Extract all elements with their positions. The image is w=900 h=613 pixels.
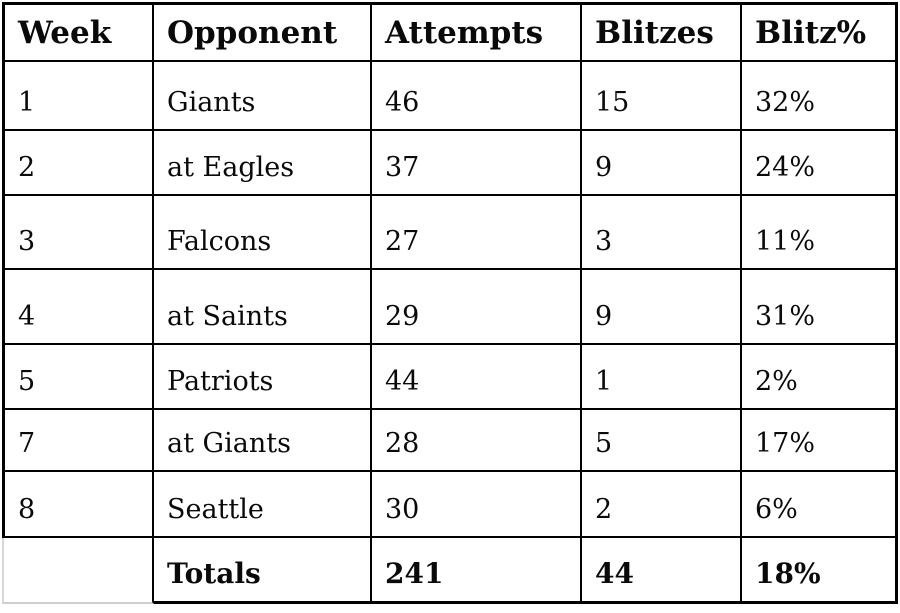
table-row: 7 at Giants 28 5 17% (2, 410, 898, 472)
cell-blitzes: 1 (582, 345, 742, 410)
cell-week: 1 (2, 62, 154, 131)
header-cell-attempts: Attempts (372, 2, 582, 62)
totals-row: Totals 241 44 18% (2, 538, 898, 604)
cell-blitzpct: 11% (742, 196, 898, 270)
table-row: 5 Patriots 44 1 2% (2, 345, 898, 410)
cell-totals-blitzes: 44 (582, 538, 742, 604)
table-row: 2 at Eagles 37 9 24% (2, 131, 898, 196)
cell-attempts: 30 (372, 472, 582, 538)
cell-week: 7 (2, 410, 154, 472)
cell-totals-blitzpct: 18% (742, 538, 898, 604)
cell-totals-attempts: 241 (372, 538, 582, 604)
cell-blitzpct: 31% (742, 270, 898, 345)
cell-blitzpct: 32% (742, 62, 898, 131)
cell-blitzes: 9 (582, 270, 742, 345)
header-cell-opponent: Opponent (154, 2, 372, 62)
cell-week: 3 (2, 196, 154, 270)
cell-attempts: 28 (372, 410, 582, 472)
cell-opponent: Patriots (154, 345, 372, 410)
cell-opponent: Seattle (154, 472, 372, 538)
cell-opponent: Falcons (154, 196, 372, 270)
cell-week: 8 (2, 472, 154, 538)
header-cell-week: Week (2, 2, 154, 62)
cell-blitzpct: 24% (742, 131, 898, 196)
cell-blitzpct: 2% (742, 345, 898, 410)
cell-opponent: at Saints (154, 270, 372, 345)
cell-week-empty (2, 538, 154, 604)
cell-blitzes: 15 (582, 62, 742, 131)
cell-totals-label: Totals (154, 538, 372, 604)
cell-attempts: 27 (372, 196, 582, 270)
cell-week: 5 (2, 345, 154, 410)
blitz-stats-table: Week Opponent Attempts Blitzes Blitz% 1 … (2, 2, 898, 604)
cell-blitzes: 5 (582, 410, 742, 472)
table-row: 8 Seattle 30 2 6% (2, 472, 898, 538)
header-cell-blitzpct: Blitz% (742, 2, 898, 62)
cell-attempts: 29 (372, 270, 582, 345)
cell-opponent: at Eagles (154, 131, 372, 196)
cell-attempts: 37 (372, 131, 582, 196)
cell-attempts: 44 (372, 345, 582, 410)
cell-attempts: 46 (372, 62, 582, 131)
cell-blitzes: 2 (582, 472, 742, 538)
table-header-row: Week Opponent Attempts Blitzes Blitz% (2, 2, 898, 62)
cell-opponent: at Giants (154, 410, 372, 472)
cell-week: 4 (2, 270, 154, 345)
cell-blitzes: 9 (582, 131, 742, 196)
cell-blitzes: 3 (582, 196, 742, 270)
table-row: 4 at Saints 29 9 31% (2, 270, 898, 345)
table-row: 1 Giants 46 15 32% (2, 62, 898, 131)
cell-opponent: Giants (154, 62, 372, 131)
header-cell-blitzes: Blitzes (582, 2, 742, 62)
cell-blitzpct: 17% (742, 410, 898, 472)
cell-week: 2 (2, 131, 154, 196)
cell-blitzpct: 6% (742, 472, 898, 538)
table-row: 3 Falcons 27 3 11% (2, 196, 898, 270)
